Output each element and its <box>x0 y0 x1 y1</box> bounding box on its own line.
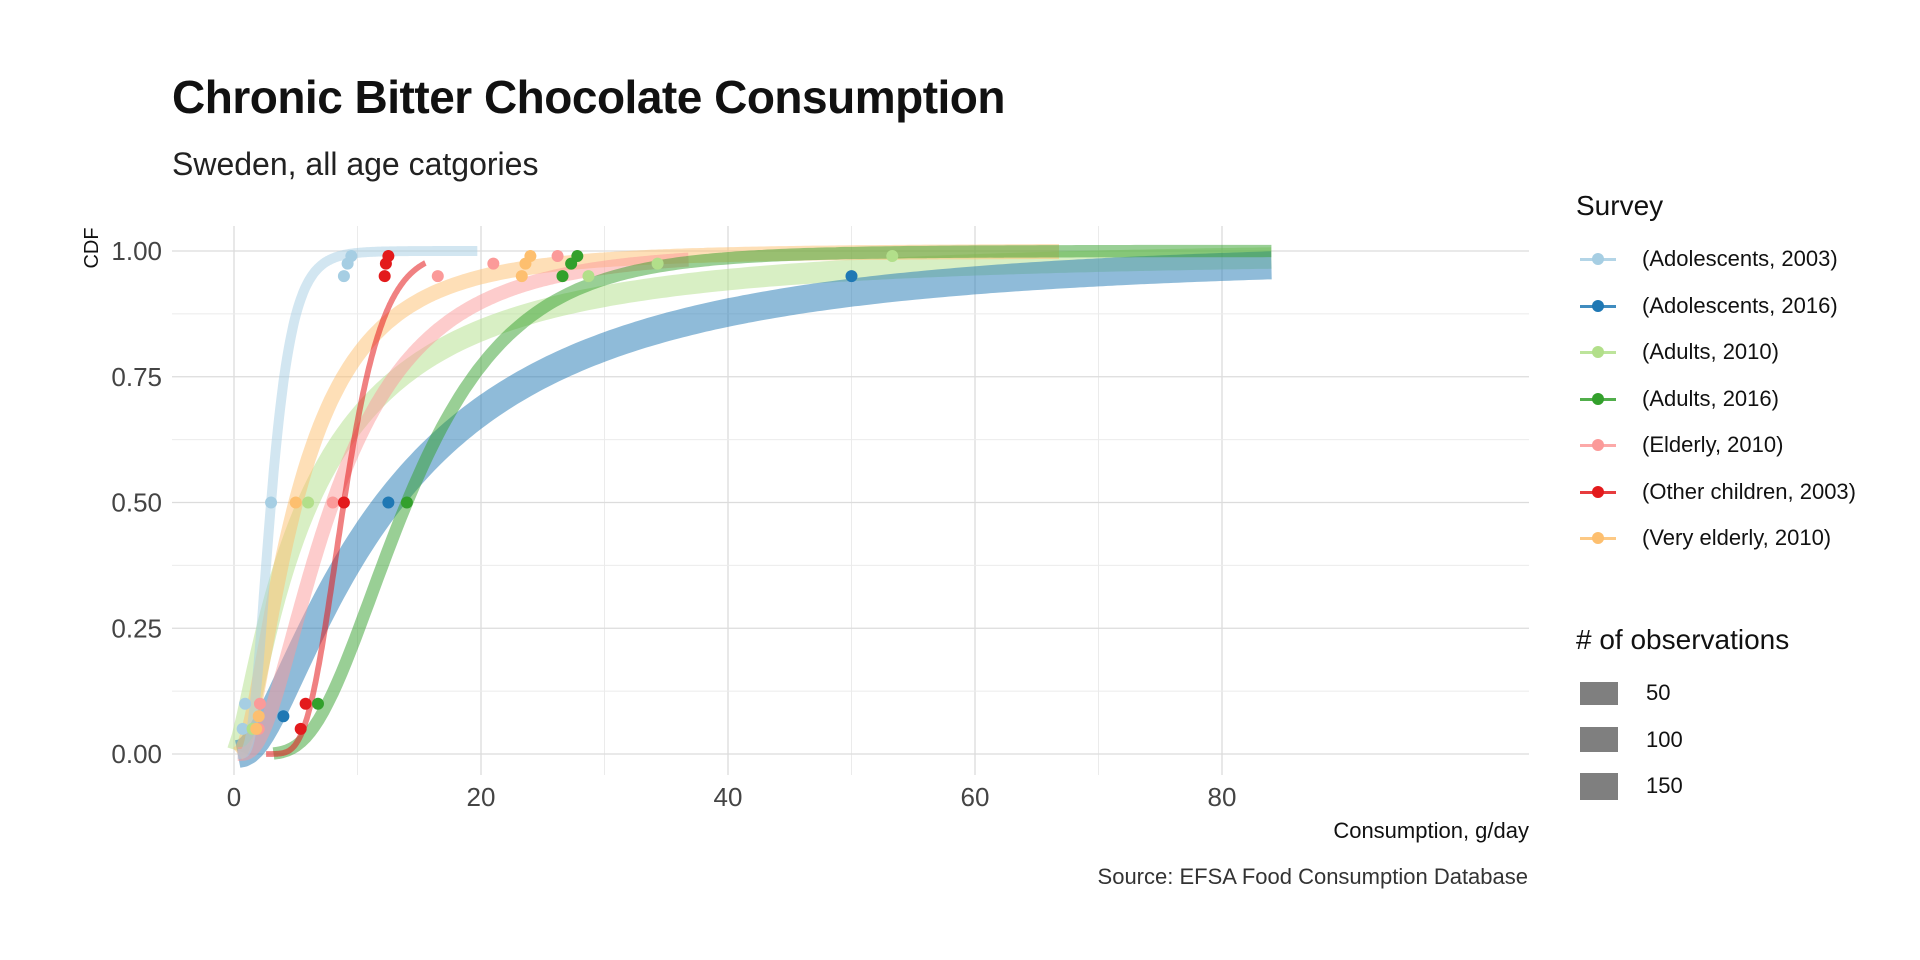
size-legend-title: # of observations <box>1576 624 1790 655</box>
legend-label: (Other children, 2003) <box>1642 478 1856 504</box>
data-point <box>524 250 537 263</box>
data-point <box>265 496 278 509</box>
y-tick-label: 0.25 <box>111 613 162 643</box>
chart-subtitle: Sweden, all age catgories <box>172 146 539 182</box>
size-legend-label: 100 <box>1646 726 1683 752</box>
legend-label: (Adults, 2016) <box>1642 385 1779 411</box>
legend-key-icon <box>1576 249 1620 269</box>
data-point <box>337 270 350 283</box>
series-points <box>236 250 899 735</box>
legend-dot <box>1592 485 1604 498</box>
size-key-swatch <box>1580 772 1618 800</box>
legend-dot <box>1592 346 1604 359</box>
data-point <box>250 722 263 735</box>
size-legend-label: 150 <box>1646 773 1683 799</box>
data-point <box>556 270 569 283</box>
legend-label: (Adults, 2010) <box>1642 339 1779 365</box>
legend-item: (Elderly, 2010) <box>1576 422 1916 469</box>
data-point <box>382 250 395 263</box>
data-point <box>326 496 339 509</box>
size-legend-item: 100 <box>1576 717 1916 764</box>
legend-item: (Other children, 2003) <box>1576 469 1916 516</box>
series-curve <box>263 260 428 757</box>
legend-dot <box>1592 392 1604 405</box>
legend-key-icon <box>1576 435 1620 455</box>
survey-legend: Survey (Adolescents, 2003) (Adolescents, … <box>1576 190 1916 562</box>
size-legend-item: 150 <box>1576 763 1916 810</box>
legend-item: (Adolescents, 2016) <box>1576 283 1916 330</box>
series-curve <box>228 251 1281 768</box>
size-key-swatch <box>1580 682 1618 705</box>
size-key-swatch <box>1580 727 1618 753</box>
data-point <box>239 697 252 710</box>
data-point <box>345 250 358 263</box>
size-legend-label: 50 <box>1646 680 1671 706</box>
size-legend-item: 50 <box>1576 670 1916 717</box>
data-point <box>431 270 444 283</box>
y-tick-label: 0.75 <box>111 362 162 392</box>
legend-label: (Very elderly, 2010) <box>1642 525 1832 551</box>
data-point <box>515 270 528 283</box>
series-bands <box>227 244 1281 768</box>
legend-label: (Adolescents, 2016) <box>1642 292 1838 318</box>
source-note: Source: EFSA Food Consumption Database <box>1097 864 1528 889</box>
legend-key-icon <box>1576 296 1620 316</box>
legend-item: (Adults, 2010) <box>1576 329 1916 376</box>
x-tick-label: 40 <box>714 782 743 812</box>
legend-dot <box>1592 532 1604 545</box>
data-point <box>845 270 858 283</box>
legend-key-icon <box>1576 342 1620 362</box>
chart-title: Chronic Bitter Chocolate Consumption <box>172 71 1006 123</box>
legend-item: (Adolescents, 2003) <box>1576 236 1916 283</box>
x-axis-label: Consumption, g/day <box>1333 818 1529 843</box>
series-curve <box>232 252 694 762</box>
series-curve <box>233 246 482 759</box>
data-point <box>294 722 307 735</box>
legend-dot <box>1592 299 1604 312</box>
x-tick-label: 20 <box>467 782 496 812</box>
legend-label: (Elderly, 2010) <box>1642 432 1784 458</box>
legend-dot <box>1592 253 1604 266</box>
data-point <box>400 496 413 509</box>
data-point <box>378 270 391 283</box>
legend-key-icon <box>1576 528 1620 548</box>
y-tick-label: 1.00 <box>111 236 162 266</box>
data-point <box>382 496 395 509</box>
data-point <box>337 496 350 509</box>
x-tick-label: 0 <box>227 782 241 812</box>
data-point <box>311 697 324 710</box>
legend-title: Survey <box>1576 190 1664 221</box>
legend-dot <box>1592 439 1604 452</box>
legend-item: (Very elderly, 2010) <box>1576 515 1916 562</box>
cdf-plot: 0 20 40 60 80 0.00 0.25 0.50 0.75 1.00 CDF Consum… <box>81 226 1529 843</box>
data-point <box>487 257 500 270</box>
data-point <box>277 710 290 723</box>
legend-item: (Adults, 2016) <box>1576 376 1916 423</box>
series-curve <box>271 244 1274 760</box>
x-tick-label: 60 <box>961 782 990 812</box>
data-point <box>252 710 265 723</box>
legend-key-icon <box>1576 389 1620 409</box>
data-point <box>302 496 315 509</box>
y-tick-label: 0.50 <box>111 488 162 518</box>
x-tick-label: 80 <box>1208 782 1237 812</box>
data-point <box>551 250 564 263</box>
axis-ticks: 0 20 40 60 80 0.00 0.25 0.50 0.75 1.00 <box>111 236 1236 812</box>
grid-lines <box>172 226 1529 775</box>
data-point <box>289 496 302 509</box>
data-point <box>236 722 249 735</box>
data-point <box>886 250 899 263</box>
data-point <box>253 697 266 710</box>
data-point <box>571 250 584 263</box>
data-point <box>299 697 312 710</box>
y-tick-label: 0.00 <box>111 739 162 769</box>
y-axis-label: CDF <box>81 227 103 268</box>
observations-legend: # of observations 50 100 150 <box>1576 624 1916 810</box>
legend-label: (Adolescents, 2003) <box>1642 246 1838 272</box>
data-point <box>651 257 664 270</box>
legend-key-icon <box>1576 482 1620 502</box>
data-point <box>582 270 595 283</box>
